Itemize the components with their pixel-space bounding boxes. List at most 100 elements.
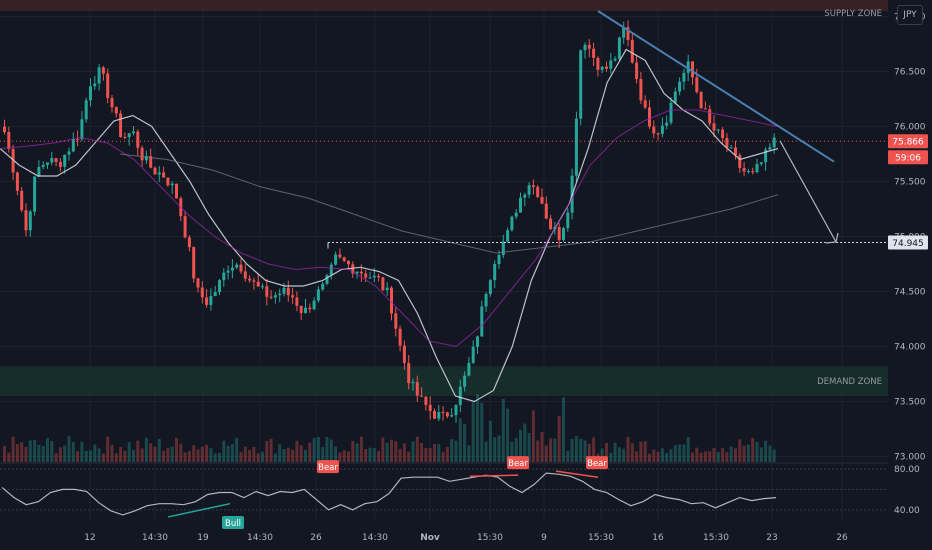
candle-body [235, 264, 239, 268]
candle-body [622, 27, 626, 38]
candle-body [721, 129, 725, 139]
volume-bar [93, 444, 97, 462]
volume-bar [549, 438, 553, 462]
candle-body [351, 264, 355, 274]
candle-body [695, 77, 699, 93]
volume-bar [411, 441, 415, 462]
volume-bar [407, 451, 411, 462]
volume-bar [209, 448, 213, 462]
volume-bar [609, 452, 613, 462]
candle-body [703, 108, 707, 110]
time-tick-label: 16 [652, 533, 664, 543]
candle-body [424, 396, 428, 405]
volume-bar [153, 446, 157, 462]
candle-body [540, 196, 544, 204]
candle-body [218, 280, 221, 293]
volume-bar [325, 436, 329, 462]
candle-body [256, 281, 260, 287]
candle-body [372, 275, 376, 278]
volume-bar [261, 451, 264, 462]
time-tick-label: 23 [766, 533, 777, 543]
volume-bar [428, 447, 432, 462]
candle-body [377, 275, 381, 278]
candle-body [196, 278, 200, 288]
target-price-label: 74.945 [892, 239, 924, 249]
candle-body [407, 362, 411, 384]
volume-bar [764, 440, 768, 462]
time-tick-label: 15:30 [477, 533, 503, 543]
volume-bar [230, 444, 234, 462]
candle-body [187, 237, 191, 248]
volume-bar [656, 451, 660, 462]
volume-bar [402, 443, 406, 462]
volume-bar [187, 451, 191, 462]
candle-body [536, 186, 540, 197]
volume-bar [312, 438, 316, 462]
volume-bar [660, 448, 664, 462]
demand-zone-label: DEMAND ZONE [817, 377, 882, 387]
time-tick-label: 15:30 [703, 533, 729, 543]
candle-body [299, 305, 303, 313]
volume-bar [721, 448, 725, 462]
volume-bar [751, 437, 755, 462]
time-tick-label: 26 [310, 533, 322, 543]
volume-bar [127, 442, 131, 462]
price-tick-label: 75.500 [894, 178, 926, 188]
volume-bar [136, 440, 140, 462]
candle-body [359, 271, 363, 274]
volume-bar [703, 451, 707, 462]
countdown-label: 59:06 [895, 154, 921, 164]
volume-bar [144, 437, 148, 462]
volume-bar [691, 452, 694, 462]
volume-bar [540, 432, 544, 462]
rsi-tick-label: 40.00 [894, 506, 920, 516]
volume-bar [712, 448, 716, 462]
volume-bar [179, 443, 183, 462]
volume-bar [218, 452, 221, 462]
candle-body [497, 255, 501, 265]
candle-body [7, 132, 11, 149]
candle-body [334, 254, 338, 265]
volume-bar [433, 443, 436, 462]
candle-body [316, 289, 320, 301]
volume-bar [329, 439, 333, 462]
candle-body [269, 296, 273, 298]
supply-zone [0, 0, 888, 11]
volume-bar [308, 442, 312, 462]
volume-bar [50, 441, 54, 462]
candle-body [630, 39, 634, 63]
demand-zone [0, 366, 888, 396]
volume-bar [33, 439, 37, 462]
volume-bar [695, 447, 699, 462]
candle-body [273, 295, 277, 298]
time-tick-label: 15:30 [588, 533, 614, 543]
supply-zone-label: SUPPLY ZONE [824, 9, 882, 19]
candle-body [308, 307, 312, 310]
volume-bar [80, 441, 84, 462]
candle-body [660, 125, 664, 134]
candle-body [123, 136, 127, 138]
candle-body [149, 156, 153, 168]
price-tick-label: 76.000 [894, 123, 926, 133]
currency-button[interactable]: JPY [897, 5, 923, 25]
volume-bar [699, 452, 703, 462]
volume-bar [605, 442, 608, 462]
volume-bar [385, 442, 389, 462]
volume-bar [110, 444, 114, 462]
volume-bar [463, 423, 467, 462]
candle-body [364, 273, 368, 278]
candle-body [742, 168, 746, 172]
candle-body [484, 293, 488, 307]
volume-bar [11, 436, 15, 462]
volume-bar [415, 436, 419, 462]
candle-body [566, 212, 570, 229]
volume-bar [265, 440, 269, 462]
volume-bar [497, 435, 501, 462]
time-tick-label: 14:30 [142, 533, 168, 543]
candle-body [523, 194, 527, 198]
candle-body [265, 286, 269, 297]
candle-body [665, 122, 669, 126]
volume-bar [622, 448, 626, 462]
volume-bar [420, 443, 424, 462]
